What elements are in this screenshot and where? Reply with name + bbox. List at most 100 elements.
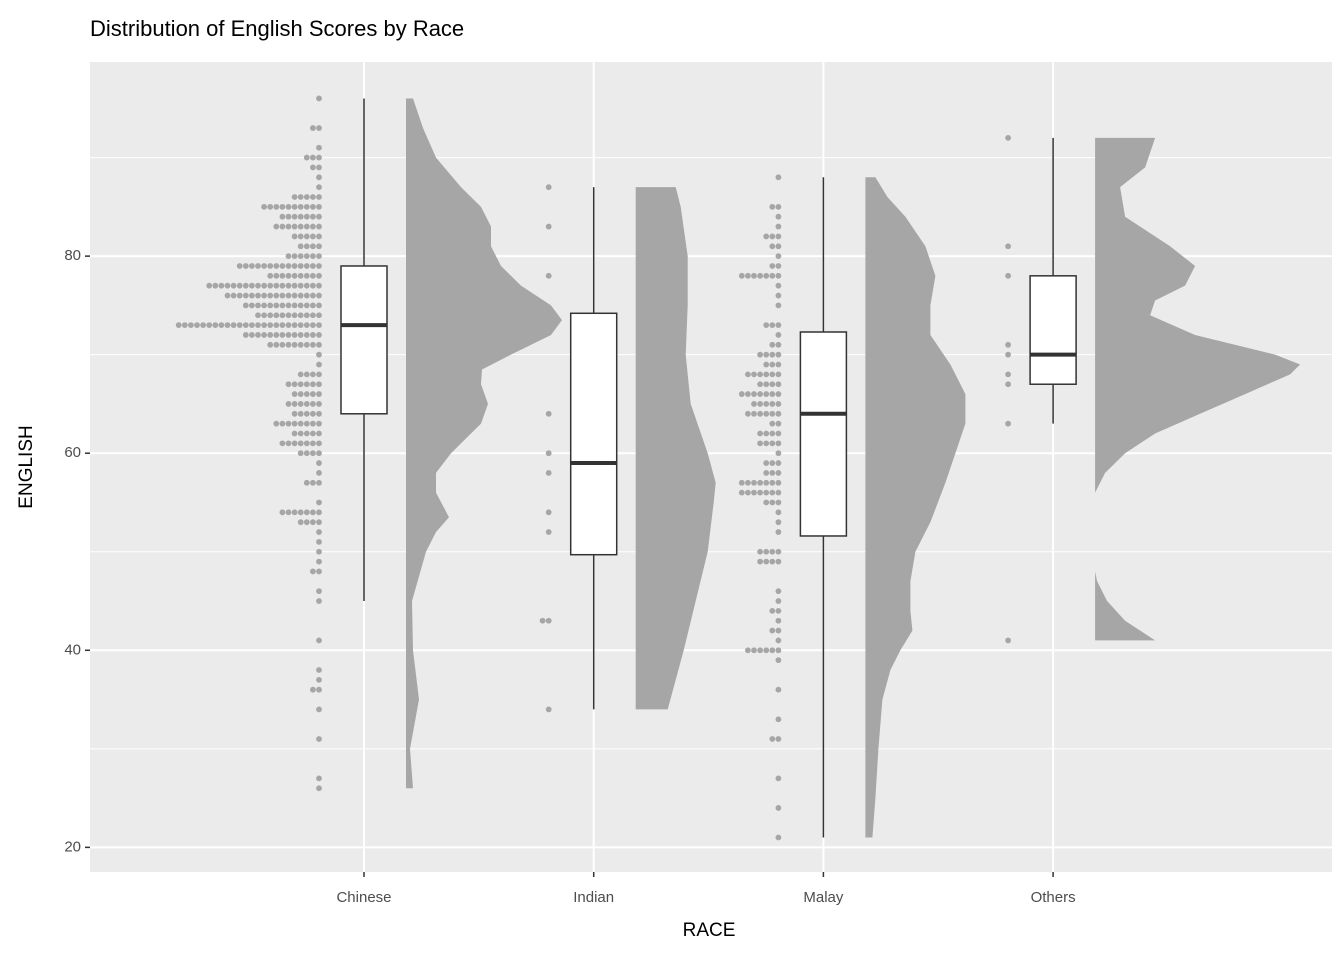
dot — [545, 529, 552, 535]
dot — [545, 509, 552, 516]
dot — [303, 410, 310, 417]
dot — [279, 302, 286, 309]
dot — [303, 420, 310, 427]
dot — [316, 568, 322, 575]
dot — [303, 381, 310, 388]
dot — [310, 213, 316, 220]
chart-title: Distribution of English Scores by Race — [90, 16, 464, 41]
dot — [297, 420, 304, 427]
dot — [297, 391, 304, 397]
dot — [285, 322, 292, 329]
dot — [763, 647, 770, 654]
dot — [769, 361, 776, 368]
dot — [273, 223, 280, 230]
dot — [745, 371, 751, 378]
dot — [751, 647, 757, 654]
dot — [285, 312, 292, 319]
box — [799, 331, 848, 537]
dot — [310, 223, 316, 230]
dot — [297, 223, 304, 230]
dot — [273, 332, 280, 338]
dot — [279, 420, 286, 427]
dot — [545, 184, 552, 191]
dot — [775, 716, 782, 723]
dot — [316, 194, 322, 200]
dot — [291, 410, 298, 417]
dot — [769, 460, 776, 466]
dot — [291, 391, 298, 397]
dot — [303, 312, 310, 319]
dot — [291, 509, 298, 516]
y-tick-label: 40 — [64, 641, 81, 658]
dot — [763, 548, 770, 555]
dot — [775, 617, 782, 624]
dot — [255, 263, 261, 269]
dot — [757, 430, 763, 437]
dot — [291, 440, 298, 447]
dot — [545, 617, 552, 624]
dot — [775, 519, 782, 526]
dot — [316, 391, 322, 397]
dot — [255, 332, 261, 338]
dot — [297, 519, 304, 526]
dot — [310, 263, 316, 269]
dot — [775, 460, 782, 466]
dot — [769, 440, 776, 447]
dot — [775, 391, 782, 397]
dot — [255, 292, 261, 299]
dot — [206, 282, 213, 289]
dot — [775, 430, 782, 437]
dot — [188, 322, 194, 329]
dot — [316, 332, 322, 338]
dot — [738, 489, 745, 496]
dot — [291, 194, 298, 200]
x-tick-label: Chinese — [336, 889, 391, 906]
dot — [545, 272, 552, 279]
x-axis-label: RACE — [683, 920, 736, 941]
dot — [310, 272, 316, 279]
dot — [769, 371, 776, 378]
dot — [303, 371, 310, 378]
dot — [310, 302, 316, 309]
dot — [291, 292, 298, 299]
dot — [261, 282, 267, 289]
dot — [316, 558, 322, 565]
dot — [291, 341, 298, 348]
dot — [236, 263, 243, 269]
dot — [775, 341, 782, 348]
dot — [310, 420, 316, 427]
dot — [775, 322, 782, 329]
dot — [249, 332, 255, 338]
dot — [212, 322, 219, 329]
dot — [316, 243, 322, 250]
dot — [316, 302, 322, 309]
dot — [267, 312, 274, 319]
dot — [249, 282, 255, 289]
dot — [273, 312, 280, 319]
dot — [751, 410, 757, 417]
dot — [303, 272, 310, 279]
dot — [255, 322, 261, 329]
dot — [775, 834, 782, 841]
dot — [316, 223, 322, 230]
dot — [775, 627, 782, 634]
dot — [316, 371, 322, 378]
dot — [775, 657, 782, 664]
dot — [255, 312, 261, 319]
dot — [316, 381, 322, 388]
dot — [303, 440, 310, 447]
dot — [316, 203, 322, 210]
dot — [775, 588, 782, 595]
box — [1029, 275, 1077, 385]
dot — [297, 253, 304, 260]
dot — [757, 381, 763, 388]
dot — [303, 223, 310, 230]
dot — [316, 233, 322, 240]
dot — [769, 381, 776, 388]
dot — [769, 351, 776, 358]
dot — [757, 371, 763, 378]
dot — [279, 282, 286, 289]
dot — [297, 410, 304, 417]
dot — [310, 371, 316, 378]
dot — [316, 588, 322, 595]
